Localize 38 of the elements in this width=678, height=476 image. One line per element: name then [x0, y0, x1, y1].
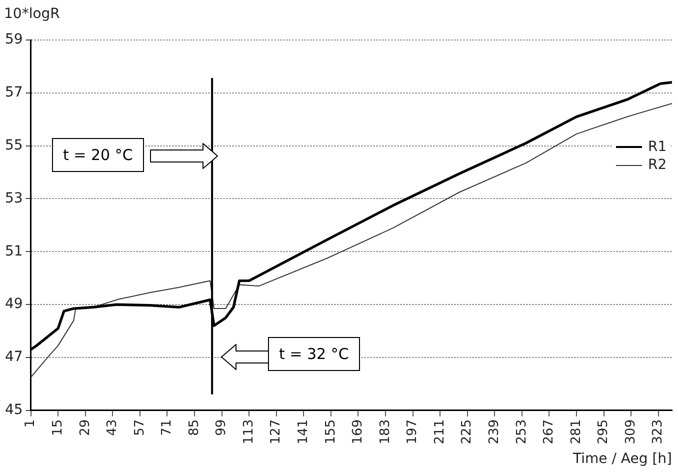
y-axis-title: 10*logR: [4, 6, 60, 22]
y-tick-label: 49: [4, 296, 23, 312]
legend-label: R2: [648, 157, 667, 173]
x-tick-label: 29: [78, 419, 93, 436]
x-tick-label: 99: [214, 419, 230, 436]
y-tick-label: 53: [4, 190, 23, 206]
x-tick-label: 225: [460, 419, 475, 444]
y-tick-label: 45: [4, 402, 23, 418]
annotation: t = 32 °C: [268, 337, 360, 371]
x-tick-label: 281: [568, 419, 584, 444]
legend-label: R1: [648, 139, 667, 155]
x-tick-label: 141: [296, 419, 312, 444]
x-tick-label: 57: [132, 419, 148, 436]
x-tick-label: 113: [241, 419, 256, 444]
x-tick-label: 239: [487, 419, 502, 444]
x-tick-label: 71: [160, 419, 175, 436]
y-tick-label: 59: [4, 32, 23, 48]
x-tick-label: 127: [268, 419, 284, 444]
y-tick-label: 57: [4, 84, 23, 101]
x-tick-label: 169: [350, 419, 366, 444]
annotation: t = 20 °C: [52, 138, 144, 172]
x-tick-label: 85: [186, 419, 202, 436]
x-tick-label: 309: [623, 419, 638, 444]
x-tick-label: 15: [50, 419, 66, 436]
x-tick-label: 295: [596, 419, 612, 444]
y-tick-label: 55: [4, 137, 23, 154]
x-tick-label: 1: [23, 419, 38, 428]
x-tick-label: 197: [405, 419, 420, 444]
x-tick-label: 323: [650, 419, 666, 444]
y-tick-label: 47: [4, 349, 23, 366]
x-tick-label: 253: [514, 419, 530, 444]
x-tick-label: 211: [432, 419, 448, 444]
x-axis-title: Time / Aeg [h]: [572, 451, 672, 468]
x-tick-label: 155: [323, 419, 338, 444]
x-tick-label: 267: [542, 419, 557, 444]
x-tick-label: 43: [105, 419, 120, 436]
y-tick-label: 51: [4, 243, 23, 260]
x-tick-label: 183: [378, 419, 393, 444]
